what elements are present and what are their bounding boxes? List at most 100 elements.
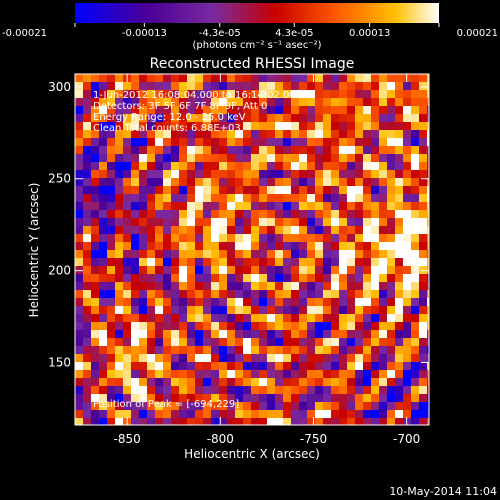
heatmap-pixel (379, 274, 388, 283)
heatmap-pixel (387, 274, 396, 283)
heatmap-pixel (147, 194, 156, 203)
heatmap-pixel (395, 178, 404, 187)
heatmap-pixel (403, 258, 412, 267)
heatmap-pixel (291, 106, 300, 115)
heatmap-pixel (123, 138, 132, 147)
heatmap-pixel (163, 154, 172, 163)
heatmap-pixel (427, 138, 429, 147)
heatmap-pixel (107, 386, 116, 395)
heatmap-pixel (323, 298, 332, 307)
heatmap-pixel (75, 362, 84, 371)
heatmap-pixel (291, 250, 300, 259)
heatmap-pixel (163, 122, 172, 131)
heatmap-pixel (283, 162, 292, 171)
heatmap-pixel (275, 306, 284, 315)
heatmap-pixel (267, 314, 276, 323)
heatmap-pixel (315, 74, 324, 83)
heatmap-pixel (179, 154, 188, 163)
heatmap-pixel (123, 178, 132, 187)
heatmap-pixel (195, 122, 204, 131)
heatmap-pixel (379, 138, 388, 147)
heatmap-pixel (179, 138, 188, 147)
heatmap-pixel (179, 338, 188, 347)
heatmap-pixel (403, 354, 412, 363)
heatmap-pixel (163, 226, 172, 235)
heatmap-pixel (75, 162, 84, 171)
heatmap-pixel (283, 362, 292, 371)
heatmap-pixel (355, 146, 364, 155)
heatmap-pixel (323, 210, 332, 219)
heatmap-pixel (147, 370, 156, 379)
heatmap-pixel (411, 370, 420, 379)
heatmap-pixel (339, 226, 348, 235)
heatmap-pixel (195, 410, 204, 419)
heatmap-pixel (339, 218, 348, 227)
heatmap-pixel (91, 138, 100, 147)
heatmap-pixel (211, 202, 220, 211)
heatmap-pixel (339, 394, 348, 403)
heatmap-pixel (163, 378, 172, 387)
heatmap-pixel (315, 418, 324, 425)
heatmap-pixel (195, 370, 204, 379)
heatmap-pixel (163, 386, 172, 395)
heatmap-pixel (363, 410, 372, 419)
heatmap-pixel (371, 170, 380, 179)
heatmap-pixel (235, 186, 244, 195)
heatmap-pixel (187, 266, 196, 275)
heatmap-pixel (147, 402, 156, 411)
heatmap-pixel (387, 146, 396, 155)
heatmap-pixel (307, 98, 316, 107)
heatmap-pixel (283, 234, 292, 243)
heatmap-pixel (371, 130, 380, 139)
heatmap-pixel (75, 330, 84, 339)
heatmap-pixel (187, 90, 196, 99)
heatmap-pixel (179, 90, 188, 99)
heatmap-pixel (83, 282, 92, 291)
heatmap-pixel (179, 210, 188, 219)
heatmap-pixel (267, 218, 276, 227)
heatmap-pixel (315, 402, 324, 411)
heatmap-pixel (123, 226, 132, 235)
heatmap-pixel (139, 250, 148, 259)
heatmap-pixel (427, 282, 429, 291)
heatmap-pixel (195, 394, 204, 403)
heatmap-pixel (363, 218, 372, 227)
heatmap-pixel (403, 210, 412, 219)
heatmap-pixel (155, 346, 164, 355)
heatmap-pixel (235, 90, 244, 99)
heatmap-pixel (347, 274, 356, 283)
heatmap-pixel (427, 130, 429, 139)
heatmap-pixel (259, 402, 268, 411)
heatmap-pixel (219, 90, 228, 99)
heatmap-pixel (427, 226, 429, 235)
heatmap-pixel (331, 258, 340, 267)
heatmap-pixel (115, 242, 124, 251)
heatmap-pixel (355, 330, 364, 339)
heatmap-pixel (131, 130, 140, 139)
heatmap-pixel (211, 106, 220, 115)
heatmap-pixel (395, 74, 404, 83)
heatmap-pixel (339, 106, 348, 115)
heatmap-pixel (347, 242, 356, 251)
x-axis-label: Heliocentric X (arcsec) (184, 447, 320, 461)
heatmap-pixel (259, 282, 268, 291)
heatmap-pixel (147, 330, 156, 339)
heatmap-pixel (355, 410, 364, 419)
heatmap-pixel (379, 162, 388, 171)
annotation-line: Energy Range: 12.0 - 25.0 keV (93, 112, 246, 123)
heatmap-pixel (395, 378, 404, 387)
heatmap-pixel (99, 186, 108, 195)
heatmap-pixel (379, 338, 388, 347)
heatmap-pixel (91, 170, 100, 179)
heatmap-pixel (427, 418, 429, 425)
heatmap-pixel (315, 82, 324, 91)
heatmap-pixel (315, 394, 324, 403)
heatmap-pixel (75, 306, 84, 315)
heatmap-pixel (203, 362, 212, 371)
heatmap-pixel (195, 346, 204, 355)
heatmap-pixel (403, 146, 412, 155)
heatmap-pixel (299, 362, 308, 371)
heatmap-pixel (251, 322, 260, 331)
heatmap-pixel (331, 282, 340, 291)
heatmap-pixel (251, 226, 260, 235)
